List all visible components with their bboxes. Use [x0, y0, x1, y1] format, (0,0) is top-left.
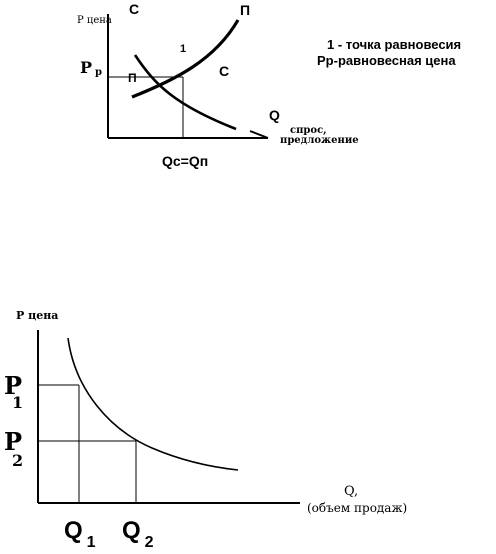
- q-axis-caption-2: (объем продаж): [307, 501, 407, 515]
- demand-curve-2: [67, 337, 239, 471]
- q-label-1: Q: [269, 107, 280, 123]
- supply-top-label: П: [240, 2, 250, 18]
- supply-curve: [131, 19, 240, 99]
- y-axis-label-1: Р цена: [77, 15, 112, 26]
- y-axis-label-2: Р цена: [16, 309, 58, 322]
- equality-label: Qс=Qп: [162, 153, 208, 169]
- legend-line-1: 1 - точка равновесия: [327, 37, 461, 52]
- x-axis-caption-line1: спрос,: [290, 125, 327, 136]
- q-axis-label-2: Q,: [344, 484, 358, 499]
- demand-right-label: С: [219, 63, 229, 79]
- x-axis-arrow-1: [249, 130, 269, 139]
- supply-left-label: П: [128, 71, 137, 85]
- demand-curve: [133, 54, 237, 131]
- x-axis-caption-line2: предложение: [280, 135, 359, 146]
- legend-line-2: Рр-равновесная цена: [317, 53, 456, 68]
- demand-top-label: С: [129, 1, 139, 17]
- equilibrium-point-label: 1: [180, 43, 186, 55]
